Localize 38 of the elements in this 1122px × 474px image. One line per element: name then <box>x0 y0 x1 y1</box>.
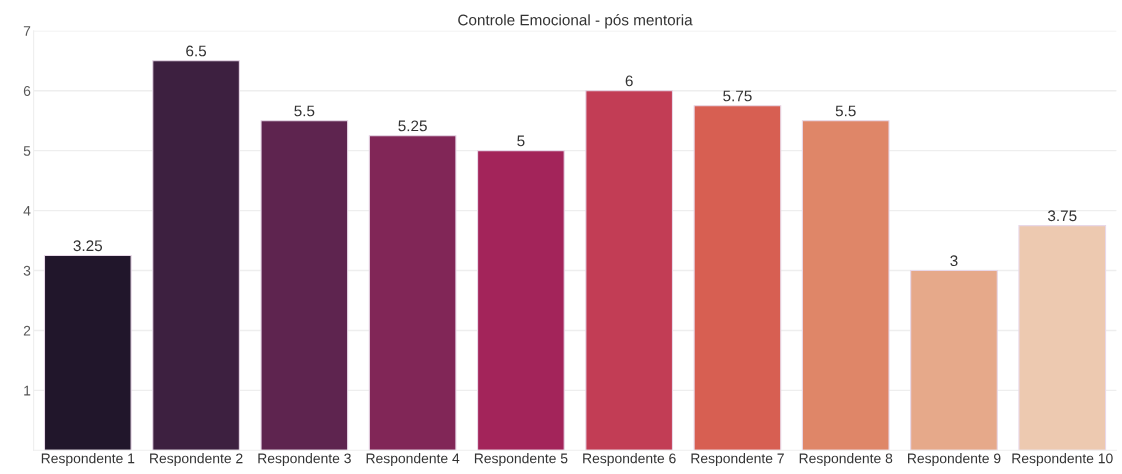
bar <box>910 269 998 451</box>
bar <box>1018 225 1107 451</box>
x-tick-label: Respondente 4 <box>366 453 460 467</box>
bar <box>260 120 349 451</box>
y-tick-label: 1 <box>24 385 31 396</box>
bar <box>801 120 890 451</box>
data-label: 5.5 <box>835 105 856 117</box>
data-label: 5.25 <box>398 120 427 132</box>
y-tick-label: 3 <box>23 265 31 276</box>
y-tick-label: 7 <box>23 26 31 36</box>
bar <box>152 60 240 451</box>
y-tick-label: 2 <box>23 325 31 336</box>
x-tick-label: Respondente 2 <box>150 453 243 467</box>
data-label: 6.5 <box>186 45 207 57</box>
chart-title: Controle Emocional - pós mentoria <box>458 14 693 29</box>
bar <box>368 135 457 451</box>
data-label: 3.75 <box>1047 210 1077 222</box>
x-tick-label: Respondente 1 <box>41 453 135 467</box>
y-tick-label: 5 <box>23 146 31 156</box>
data-label: 6 <box>625 75 633 87</box>
data-label: 5.75 <box>723 90 752 102</box>
x-tick-label: Respondente 9 <box>908 453 1001 467</box>
x-tick-label: Respondente 8 <box>799 453 893 467</box>
x-tick-label: Respondente 6 <box>583 453 676 467</box>
bar <box>585 90 674 451</box>
x-tick-label: Respondente 3 <box>258 453 351 467</box>
bar <box>43 254 132 451</box>
y-tick-label: 4 <box>23 206 31 216</box>
x-tick-label: Respondente 5 <box>474 453 568 467</box>
data-label: 3.25 <box>73 240 103 252</box>
x-tick-label: Respondente 10 <box>1012 453 1113 467</box>
data-label: 5 <box>517 135 525 147</box>
x-tick-label: Respondente 7 <box>691 453 784 467</box>
data-label: 3 <box>950 255 958 267</box>
y-tick-label: 6 <box>23 86 31 96</box>
bar <box>477 150 565 451</box>
bar <box>693 105 782 451</box>
data-label: 5.5 <box>294 105 315 117</box>
